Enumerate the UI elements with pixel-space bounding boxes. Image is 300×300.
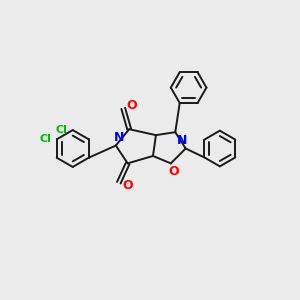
Text: Cl: Cl — [40, 134, 51, 144]
Text: O: O — [169, 165, 179, 178]
Text: N: N — [177, 134, 187, 147]
Text: O: O — [127, 99, 137, 112]
Text: O: O — [122, 179, 133, 192]
Text: N: N — [114, 131, 124, 144]
Text: Cl: Cl — [56, 125, 68, 135]
